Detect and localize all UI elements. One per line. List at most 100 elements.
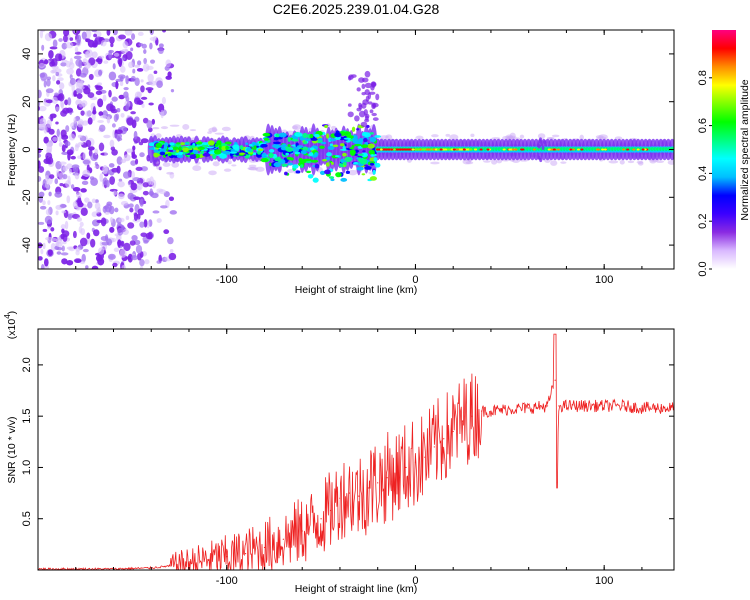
noise-blob bbox=[142, 190, 149, 196]
noise-blob bbox=[45, 208, 51, 216]
turbulent-blob bbox=[374, 135, 382, 138]
noise-blob bbox=[119, 75, 124, 82]
turbulent-blob bbox=[294, 151, 301, 155]
turbulent-blob bbox=[222, 150, 231, 155]
turbulent-blob bbox=[167, 152, 172, 156]
turbulent-blob bbox=[361, 144, 369, 149]
band-haze bbox=[255, 166, 265, 172]
snr-data-point bbox=[320, 518, 322, 520]
snr-data-point bbox=[377, 482, 379, 484]
turbulent-blob bbox=[343, 137, 352, 140]
noise-blob bbox=[67, 97, 72, 106]
spectrogram-y-tick-label: 20 bbox=[21, 96, 33, 108]
turbulent-blob bbox=[274, 144, 280, 149]
noise-blob bbox=[139, 221, 145, 228]
snr-data-point bbox=[405, 466, 407, 469]
core-spot bbox=[552, 148, 556, 151]
band-haze bbox=[247, 166, 257, 171]
noise-blob bbox=[93, 229, 100, 237]
turbulent-blob bbox=[340, 143, 345, 147]
colorbar-tick-label: 0.8 bbox=[697, 70, 709, 85]
turbulent-blob bbox=[362, 150, 366, 153]
chart-title: C2E6.2025.239.01.04.G28 bbox=[273, 1, 440, 17]
colorbar-tick-label: 0.0 bbox=[697, 261, 709, 276]
noise-blob bbox=[143, 219, 148, 228]
band-haze bbox=[171, 161, 180, 168]
snr-y-multiplier: (x104) bbox=[3, 311, 18, 339]
turbulent-blob bbox=[342, 145, 346, 151]
turbulent-blob bbox=[294, 132, 303, 137]
turbulent-blob bbox=[269, 153, 273, 159]
noise-blob bbox=[131, 235, 138, 241]
noise-blob bbox=[140, 79, 144, 83]
noise-blob bbox=[74, 172, 80, 180]
noise-blob bbox=[45, 174, 49, 182]
noise-blob bbox=[66, 195, 71, 204]
band-haze bbox=[519, 134, 525, 139]
band-haze bbox=[331, 125, 337, 130]
turbulent-blob bbox=[317, 138, 323, 141]
band-haze bbox=[162, 162, 171, 167]
snr-data-point bbox=[329, 509, 332, 512]
turbulent-blob bbox=[342, 152, 347, 157]
snr-data-point bbox=[414, 461, 417, 463]
noise-blob bbox=[54, 53, 62, 62]
noise-blob bbox=[133, 130, 138, 140]
noise-blob bbox=[65, 41, 74, 49]
snr-x-label: Height of straight line (km) bbox=[295, 583, 418, 595]
band-haze bbox=[155, 133, 162, 139]
noise-blob bbox=[126, 117, 134, 126]
noise-blob bbox=[45, 236, 53, 241]
noise-blob bbox=[91, 51, 98, 59]
noise-blob bbox=[54, 92, 59, 97]
noise-blob bbox=[79, 85, 85, 90]
turbulent-blob bbox=[319, 170, 326, 175]
snr-data-point bbox=[471, 415, 473, 417]
turbulent-blob bbox=[300, 159, 307, 164]
noise-blob bbox=[114, 207, 119, 213]
noise-blob bbox=[136, 252, 142, 261]
turbulent-blob bbox=[364, 165, 372, 170]
noise-blob bbox=[127, 222, 135, 229]
noise-blob bbox=[140, 138, 149, 144]
turbulent-blob bbox=[308, 152, 314, 157]
snr-data-point bbox=[554, 379, 556, 381]
noise-blob bbox=[134, 77, 140, 87]
turbulent-blob bbox=[213, 149, 222, 155]
snr-data-point bbox=[282, 538, 284, 540]
noise-blob bbox=[135, 158, 139, 165]
turbulent-blob bbox=[287, 136, 291, 142]
turbulent-blob bbox=[350, 150, 356, 156]
noise-blob bbox=[168, 196, 175, 201]
noise-blob bbox=[135, 244, 143, 254]
noise-blob bbox=[70, 184, 75, 190]
turbulent-blob bbox=[322, 159, 328, 162]
turbulent-blob bbox=[178, 151, 183, 156]
noise-blob bbox=[130, 111, 136, 115]
turbulent-blob bbox=[224, 141, 232, 145]
turbulent-blob bbox=[361, 131, 368, 137]
noise-blob bbox=[133, 97, 141, 105]
upper-arm-blob bbox=[369, 109, 374, 114]
turbulent-blob bbox=[273, 137, 279, 141]
noise-blob bbox=[123, 242, 131, 252]
core-spot bbox=[603, 148, 607, 151]
noise-blob bbox=[149, 30, 154, 36]
turbulent-blob bbox=[344, 131, 352, 137]
noise-blob bbox=[81, 180, 89, 186]
noise-blob bbox=[60, 252, 69, 256]
noise-blob bbox=[42, 242, 46, 250]
noise-blob bbox=[156, 188, 164, 193]
colorbar-tick-label: 0.2 bbox=[697, 214, 709, 229]
turbulent-blob bbox=[326, 152, 332, 157]
turbulent-blob bbox=[159, 151, 166, 156]
noise-blob bbox=[83, 87, 91, 95]
core-spot bbox=[460, 148, 464, 151]
noise-blob bbox=[73, 55, 82, 60]
noise-blob bbox=[80, 188, 87, 193]
noise-blob bbox=[94, 148, 99, 156]
noise-blob bbox=[40, 264, 45, 269]
noise-blob bbox=[44, 215, 53, 225]
upper-arm-blob bbox=[347, 111, 354, 118]
turbulent-blob bbox=[273, 162, 282, 168]
